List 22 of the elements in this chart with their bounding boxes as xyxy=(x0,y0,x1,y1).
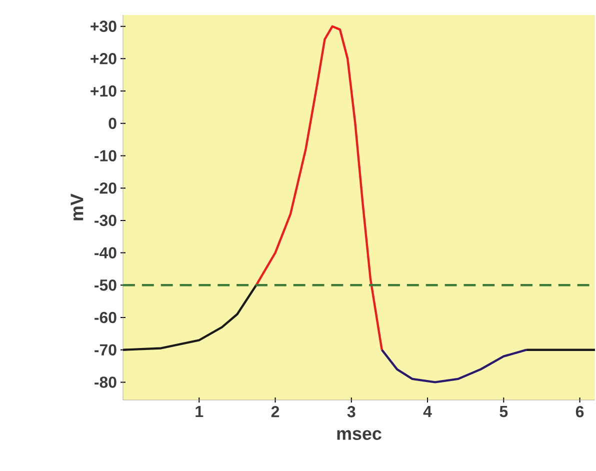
x-tick-label: 4 xyxy=(423,406,432,417)
y-tick-label: -40 xyxy=(94,247,116,258)
x-tick-label: 3 xyxy=(347,406,356,418)
x-tick-label: 5 xyxy=(500,406,508,418)
y-tick-label: 0 xyxy=(108,118,116,130)
y-axis-title: mV xyxy=(70,194,84,220)
x-tick-label: 2 xyxy=(271,406,280,418)
line-series xyxy=(380,348,528,384)
y-tick-label: +20 xyxy=(90,53,116,64)
y-tick-label: -60 xyxy=(94,312,116,324)
y-tick-label: -70 xyxy=(94,344,116,356)
y-tick-label: +30 xyxy=(90,20,116,32)
y-tick-label: +10 xyxy=(90,85,116,97)
line-series xyxy=(255,25,383,351)
y-tick-label: -10 xyxy=(94,150,116,162)
x-axis-title: msec xyxy=(337,430,382,440)
y-tick-label: -50 xyxy=(94,280,116,291)
x-tick-label: 6 xyxy=(576,406,584,418)
x-tick-label: 1 xyxy=(196,406,204,417)
y-tick-label: -20 xyxy=(94,182,116,194)
y-tick-label: -30 xyxy=(94,214,116,226)
y-tick-label: -80 xyxy=(94,376,116,388)
